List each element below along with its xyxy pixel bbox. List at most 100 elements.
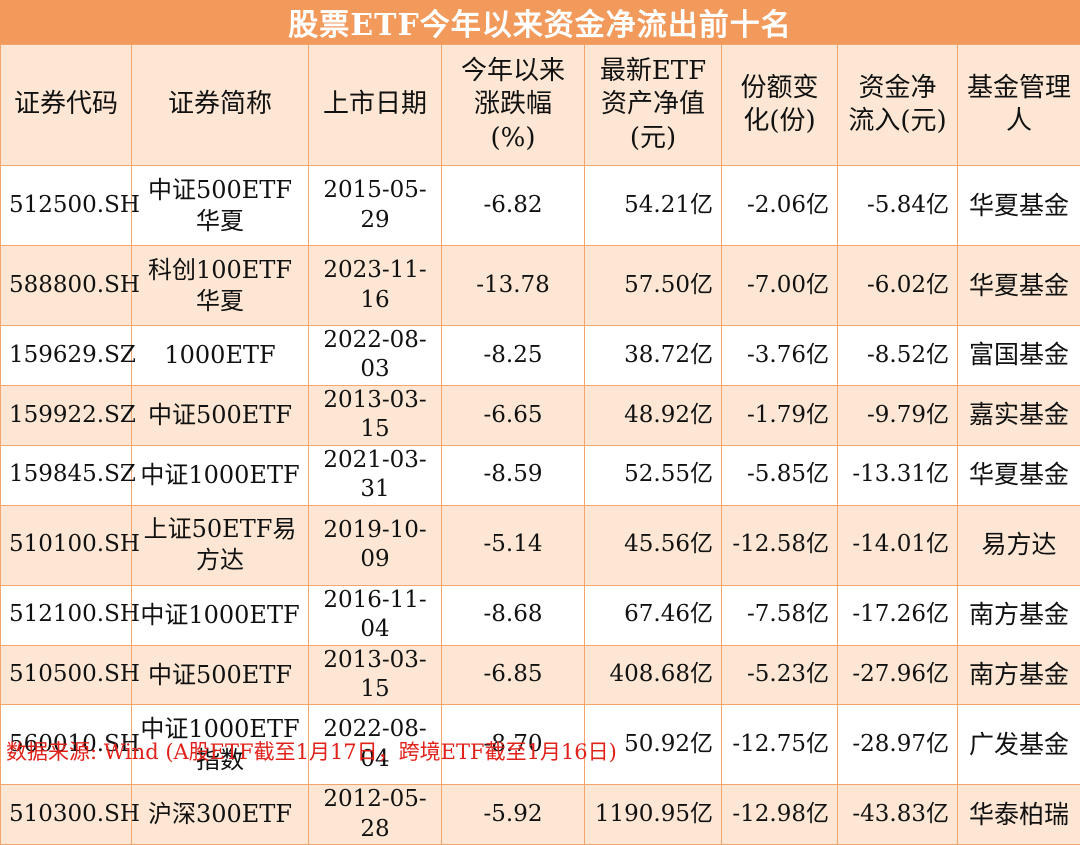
cell-date: 2013-03-15 bbox=[309, 645, 442, 705]
cell-flow: -43.83亿 bbox=[838, 785, 958, 845]
header-row: 证券代码 证券简称 上市日期 今年以来 涨跌幅 (%) 最新ETF 资产净值 (… bbox=[1, 45, 1080, 166]
header-code: 证券代码 bbox=[1, 45, 132, 166]
cell-nav: 54.21亿 bbox=[585, 166, 722, 246]
header-change-line2: 涨跌幅 bbox=[442, 88, 584, 121]
header-flow: 资金净 流入(元) bbox=[838, 45, 958, 166]
cell-date: 2022-08-03 bbox=[309, 326, 442, 386]
header-flow-line1: 资金净 bbox=[838, 72, 957, 105]
cell-name-line2: 华夏 bbox=[132, 286, 308, 317]
header-change-line3: (%) bbox=[442, 122, 584, 155]
table-row: 512100.SH 中证1000ETF 2016-11-04 -8.68 67.… bbox=[1, 585, 1080, 645]
cell-code: 510100.SH bbox=[1, 505, 132, 585]
header-flow-line2: 流入(元) bbox=[838, 105, 957, 138]
cell-flow: -17.26亿 bbox=[838, 585, 958, 645]
header-nav-line1: 最新ETF bbox=[585, 55, 721, 88]
cell-flow: -6.02亿 bbox=[838, 246, 958, 326]
cell-nav: 67.46亿 bbox=[585, 585, 722, 645]
cell-code: 510300.SH bbox=[1, 785, 132, 845]
cell-flow: -28.97亿 bbox=[838, 705, 958, 785]
cell-share: -12.98亿 bbox=[722, 785, 838, 845]
header-share-line1: 份额变 bbox=[722, 72, 837, 105]
cell-name-line1: 上证50ETF易 bbox=[132, 514, 308, 545]
cell-flow: -13.31亿 bbox=[838, 445, 958, 505]
cell-flow: -9.79亿 bbox=[838, 385, 958, 445]
cell-name: 1000ETF bbox=[132, 326, 309, 386]
cell-share: -7.00亿 bbox=[722, 246, 838, 326]
header-nav-line2: 资产净值 bbox=[585, 88, 721, 121]
cell-nav: 57.50亿 bbox=[585, 246, 722, 326]
cell-flow: -14.01亿 bbox=[838, 505, 958, 585]
etf-outflow-table-page: 股票ETF今年以来资金净流出前十名 证券代码 证券简称 上市日期 今年以来 涨跌… bbox=[0, 0, 1080, 768]
cell-date: 2021-03-31 bbox=[309, 445, 442, 505]
cell-name-line1: 中证500ETF bbox=[132, 175, 308, 206]
cell-manager: 南方基金 bbox=[958, 645, 1080, 705]
cell-name-line2: 华夏 bbox=[132, 206, 308, 237]
cell-flow: -5.84亿 bbox=[838, 166, 958, 246]
cell-change: -6.82 bbox=[442, 166, 585, 246]
cell-manager: 南方基金 bbox=[958, 585, 1080, 645]
cell-share: -3.76亿 bbox=[722, 326, 838, 386]
header-date: 上市日期 bbox=[309, 45, 442, 166]
cell-change: -6.65 bbox=[442, 385, 585, 445]
header-manager: 基金管理 人 bbox=[958, 45, 1080, 166]
cell-date: 2012-05-28 bbox=[309, 785, 442, 845]
cell-share: -12.75亿 bbox=[722, 705, 838, 785]
cell-flow: -27.96亿 bbox=[838, 645, 958, 705]
cell-name: 中证1000ETF bbox=[132, 585, 309, 645]
cell-share: -5.85亿 bbox=[722, 445, 838, 505]
cell-code: 159629.SZ bbox=[1, 326, 132, 386]
cell-code: 159845.SZ bbox=[1, 445, 132, 505]
cell-share: -1.79亿 bbox=[722, 385, 838, 445]
cell-name: 中证500ETF bbox=[132, 385, 309, 445]
table-row: 159629.SZ 1000ETF 2022-08-03 -8.25 38.72… bbox=[1, 326, 1080, 386]
cell-manager: 华夏基金 bbox=[958, 246, 1080, 326]
header-share: 份额变 化(份) bbox=[722, 45, 838, 166]
cell-manager: 富国基金 bbox=[958, 326, 1080, 386]
cell-manager: 嘉实基金 bbox=[958, 385, 1080, 445]
cell-nav: 38.72亿 bbox=[585, 326, 722, 386]
cell-manager: 华夏基金 bbox=[958, 166, 1080, 246]
cell-name: 上证50ETF易方达 bbox=[132, 505, 309, 585]
cell-date: 2013-03-15 bbox=[309, 385, 442, 445]
etf-table: 证券代码 证券简称 上市日期 今年以来 涨跌幅 (%) 最新ETF 资产净值 (… bbox=[0, 44, 1080, 845]
cell-share: -7.58亿 bbox=[722, 585, 838, 645]
cell-share: -5.23亿 bbox=[722, 645, 838, 705]
source-note: 数据来源: Wind (A股ETF截至1月17日，跨境ETF截至1月16日) bbox=[6, 736, 617, 766]
cell-change: -8.25 bbox=[442, 326, 585, 386]
table-row: 159845.SZ 中证1000ETF 2021-03-31 -8.59 52.… bbox=[1, 445, 1080, 505]
cell-nav: 408.68亿 bbox=[585, 645, 722, 705]
cell-manager: 华夏基金 bbox=[958, 445, 1080, 505]
cell-nav: 1190.95亿 bbox=[585, 785, 722, 845]
cell-change: -5.14 bbox=[442, 505, 585, 585]
cell-code: 510500.SH bbox=[1, 645, 132, 705]
cell-date: 2023-11-16 bbox=[309, 246, 442, 326]
table-row: 510300.SH 沪深300ETF 2012-05-28 -5.92 1190… bbox=[1, 785, 1080, 845]
cell-change: -6.85 bbox=[442, 645, 585, 705]
cell-date: 2019-10-09 bbox=[309, 505, 442, 585]
cell-name: 沪深300ETF bbox=[132, 785, 309, 845]
table-row: 510100.SH 上证50ETF易方达 2019-10-09 -5.14 45… bbox=[1, 505, 1080, 585]
table-title: 股票ETF今年以来资金净流出前十名 bbox=[0, 0, 1080, 44]
cell-manager: 华泰柏瑞 bbox=[958, 785, 1080, 845]
cell-manager: 广发基金 bbox=[958, 705, 1080, 785]
header-name: 证券简称 bbox=[132, 45, 309, 166]
cell-code: 159922.SZ bbox=[1, 385, 132, 445]
table-row: 159922.SZ 中证500ETF 2013-03-15 -6.65 48.9… bbox=[1, 385, 1080, 445]
header-change: 今年以来 涨跌幅 (%) bbox=[442, 45, 585, 166]
header-manager-line2: 人 bbox=[958, 105, 1080, 138]
cell-share: -12.58亿 bbox=[722, 505, 838, 585]
cell-code: 512100.SH bbox=[1, 585, 132, 645]
cell-name: 中证500ETF bbox=[132, 645, 309, 705]
cell-name-line2: 方达 bbox=[132, 545, 308, 576]
cell-manager: 易方达 bbox=[958, 505, 1080, 585]
cell-code: 512500.SH bbox=[1, 166, 132, 246]
cell-date: 2016-11-04 bbox=[309, 585, 442, 645]
cell-change: -8.59 bbox=[442, 445, 585, 505]
cell-share: -2.06亿 bbox=[722, 166, 838, 246]
table-row: 510500.SH 中证500ETF 2013-03-15 -6.85 408.… bbox=[1, 645, 1080, 705]
cell-nav: 52.55亿 bbox=[585, 445, 722, 505]
cell-change: -5.92 bbox=[442, 785, 585, 845]
